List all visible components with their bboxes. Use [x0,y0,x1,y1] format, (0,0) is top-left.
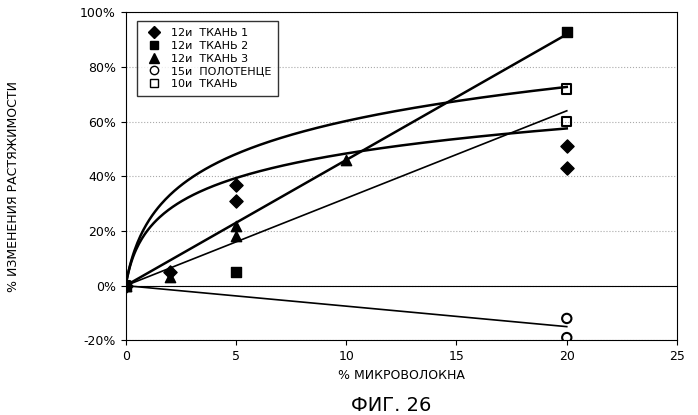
Point [561,165,572,171]
Point [120,282,131,289]
Point [120,282,131,289]
Point [120,282,131,289]
Point [561,143,572,150]
Point [561,118,572,125]
Point [230,233,242,240]
Point [561,28,572,35]
Point [230,198,242,204]
Point [561,334,572,341]
Point [120,282,131,289]
Point [230,222,242,229]
Point [120,282,131,289]
Point [230,181,242,188]
Point [341,156,352,163]
Point [230,269,242,275]
Text: ФИГ. 26: ФИГ. 26 [350,396,431,415]
X-axis label: % МИКРОВОЛОКНА: % МИКРОВОЛОКНА [338,369,465,381]
Point [561,315,572,322]
Point [164,269,175,275]
Point [561,85,572,92]
Text: % ИЗМЕНЕНИЯ РАСТЯЖИМОСТИ: % ИЗМЕНЕНИЯ РАСТЯЖИМОСТИ [7,81,20,292]
Legend: 12и  ТКАНЬ 1, 12и  ТКАНЬ 2, 12и  ТКАНЬ 3, 15и  ПОЛОТЕНЦЕ, 10и  ТКАНЬ: 12и ТКАНЬ 1, 12и ТКАНЬ 2, 12и ТКАНЬ 3, 1… [137,21,279,96]
Point [164,274,175,281]
